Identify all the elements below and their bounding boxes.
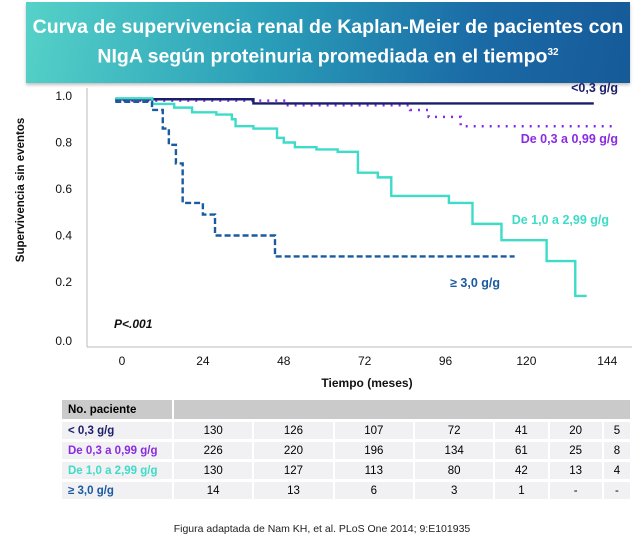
y-tick-label: 0.0	[55, 334, 72, 348]
x-tick-label: 0	[119, 354, 126, 368]
table-header: No. paciente	[62, 400, 172, 419]
footnote: Figura adaptada de Nam KH, et al. PLoS O…	[173, 523, 471, 535]
table-cell: 3	[414, 482, 494, 499]
row-label: < 0,3 g/g	[62, 422, 172, 439]
series-line	[115, 98, 594, 105]
table-cell: 5	[603, 422, 630, 439]
table-row: De 1,0 a 2,99 g/g 130 127 113 80 42 13 4	[62, 462, 630, 479]
table-cell: 8	[603, 442, 630, 459]
x-tick-label: 96	[439, 354, 453, 368]
patients-at-risk-table: No. paciente < 0,3 g/g 130 126 107 72 41 20 5 De…	[60, 397, 632, 502]
table-cell: 134	[414, 442, 494, 459]
table-cell: 6	[334, 482, 413, 499]
y-tick-label: 0.4	[55, 229, 72, 243]
table-cell: 4	[603, 462, 630, 479]
row-label: De 1,0 a 2,99 g/g	[62, 462, 172, 479]
row-label: De 0,3 a 0,99 g/g	[62, 442, 172, 459]
table-cell: 226	[174, 442, 253, 459]
series-label: ≥ 3,0 g/g	[450, 276, 500, 290]
y-tick-label: 0.8	[55, 136, 72, 150]
x-tick-label: 120	[516, 354, 536, 368]
series-label: <0,3 g/g	[571, 81, 618, 95]
km-chart: 0 24 48 72 96 120 144 1.0 0.8 0.6 0.4 0.2 0.0 Tiempo …	[15, 81, 632, 390]
table-cell: 130	[174, 462, 253, 479]
row-label: ≥ 3,0 g/g	[62, 482, 172, 499]
title-text: Curva de supervivencia renal de Kaplan-M…	[32, 16, 624, 68]
table-row: < 0,3 g/g 130 126 107 72 41 20 5	[62, 422, 630, 439]
series-line	[115, 100, 515, 258]
table-cell: 41	[495, 422, 548, 439]
table-cell: 126	[254, 422, 333, 439]
y-tick-label: 0.2	[55, 275, 72, 289]
x-tick-label: 48	[277, 354, 291, 368]
table-cell: 14	[174, 482, 253, 499]
table-cell: -	[549, 482, 602, 499]
title-superscript: 32	[547, 47, 559, 59]
table-cell: 20	[549, 422, 602, 439]
table-cell: 80	[414, 462, 494, 479]
x-tick-label: 144	[597, 354, 617, 368]
p-value-annotation: P<.001	[114, 317, 153, 331]
table-row: ≥ 3,0 g/g 14 13 6 3 1- -	[62, 482, 630, 499]
table-cell: 25	[549, 442, 602, 459]
table-cell: 1	[495, 482, 548, 499]
x-tick-label: 24	[196, 354, 210, 368]
y-axis-label: Supervivencia sin eventos	[15, 118, 27, 262]
table-header-fill	[174, 400, 630, 419]
table-cell: 113	[334, 462, 413, 479]
series-label: De 0,3 a 0,99 g/g	[521, 132, 618, 146]
table-cell: 13	[549, 462, 602, 479]
series-line	[115, 97, 587, 298]
y-tick-label: 0.6	[55, 182, 72, 196]
table-cell: 130	[174, 422, 253, 439]
table-cell: 61	[495, 442, 548, 459]
table-row: De 0,3 a 0,99 g/g 226 220 196 134 61 25 8	[62, 442, 630, 459]
chart-title: Curva de supervivencia renal de Kaplan-M…	[26, 2, 630, 83]
table-cell: 107	[334, 422, 413, 439]
x-axis-label: Tiempo (meses)	[321, 376, 412, 390]
table-cell: 72	[414, 422, 494, 439]
series-label: De 1,0 a 2,99 g/g	[512, 213, 609, 227]
series-line	[115, 99, 618, 128]
table-cell: 127	[254, 462, 333, 479]
x-tick-label: 72	[358, 354, 372, 368]
table-cell: -	[603, 482, 630, 499]
table-cell: 13	[254, 482, 333, 499]
table-cell: 42	[495, 462, 548, 479]
y-tick-label: 1.0	[55, 89, 72, 103]
table-cell: 196	[334, 442, 413, 459]
table-cell: 220	[254, 442, 333, 459]
